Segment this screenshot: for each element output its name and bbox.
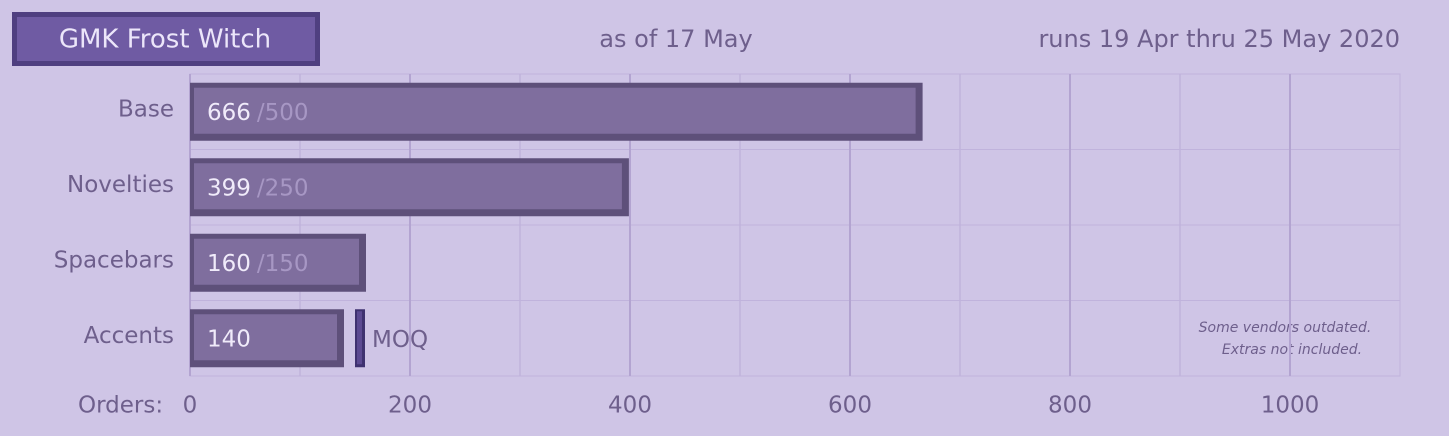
annotation: Some vendors outdated. xyxy=(1199,320,1372,336)
y-tick-label: Spacebars xyxy=(54,247,174,273)
x-tick-label: 0 xyxy=(183,393,198,419)
x-tick-label: 800 xyxy=(1048,393,1092,419)
y-tick-label: Accents xyxy=(84,323,174,349)
moq-marker-face xyxy=(357,311,362,365)
chart-title: GMK Frost Witch xyxy=(59,25,271,55)
x-tick-label: 400 xyxy=(608,393,652,419)
value-label: 666 xyxy=(207,99,251,125)
bar-label: 666/500 xyxy=(207,99,309,125)
bar-label: 140 xyxy=(207,326,251,352)
x-tick-label: 200 xyxy=(388,393,432,419)
bar-face xyxy=(194,314,337,361)
target-label: /500 xyxy=(257,99,309,125)
moq-label: MOQ xyxy=(372,327,428,353)
chart-subtitle: as of 17 May xyxy=(599,25,752,53)
value-label: 140 xyxy=(207,326,251,352)
y-tick-label: Novelties xyxy=(67,172,174,198)
bar-face xyxy=(194,163,622,210)
x-axis-label: Orders: xyxy=(78,393,163,419)
value-label: 160 xyxy=(207,250,251,276)
bar-label: 399/250 xyxy=(207,175,309,201)
annotation: Extras not included. xyxy=(1222,342,1362,358)
x-tick-label: 1000 xyxy=(1261,393,1320,419)
title-box-inner xyxy=(17,17,315,61)
target-label: /150 xyxy=(257,250,309,276)
bar-label: 160/150 xyxy=(207,250,309,276)
run-dates: runs 19 Apr thru 25 May 2020 xyxy=(1038,25,1400,53)
bar-face xyxy=(194,238,359,285)
x-tick-label: 600 xyxy=(828,393,872,419)
y-tick-label: Base xyxy=(118,96,174,122)
target-label: /250 xyxy=(257,175,309,201)
bar-face xyxy=(194,87,916,134)
value-label: 399 xyxy=(207,175,251,201)
